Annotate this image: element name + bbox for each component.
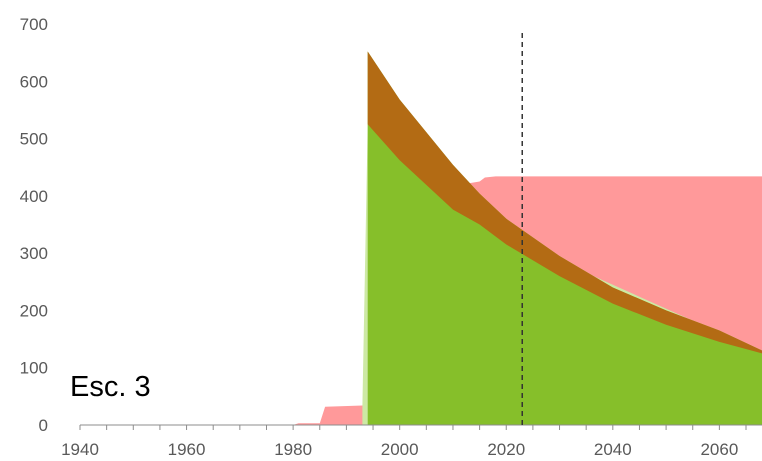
- y-tick-label: 600: [20, 72, 48, 91]
- x-tick-label: 1960: [168, 440, 206, 459]
- x-tick-label: 2040: [594, 440, 632, 459]
- axis-layer: 1940 1960 1980 2000 2020 2040 2060 0 100 200 300 40…: [20, 15, 762, 459]
- y-tick-label: 400: [20, 187, 48, 206]
- x-tick-label: 2000: [381, 440, 419, 459]
- y-tick-label: 500: [20, 130, 48, 149]
- y-tick-label: 700: [20, 15, 48, 34]
- series-layer: [80, 51, 762, 426]
- chart-annotation: Esc. 3: [70, 371, 151, 403]
- x-tick-label: 1940: [61, 440, 99, 459]
- y-tick-label: 100: [20, 359, 48, 378]
- y-tick-label: 300: [20, 244, 48, 263]
- overlap-band-1: [367, 51, 762, 354]
- x-tick-label: 2020: [487, 440, 525, 459]
- y-tick-label: 0: [39, 416, 48, 435]
- x-tick-label: 2060: [700, 440, 738, 459]
- y-tick-label: 200: [20, 301, 48, 320]
- x-tick-label: 1980: [274, 440, 312, 459]
- area-series-3: [367, 51, 762, 425]
